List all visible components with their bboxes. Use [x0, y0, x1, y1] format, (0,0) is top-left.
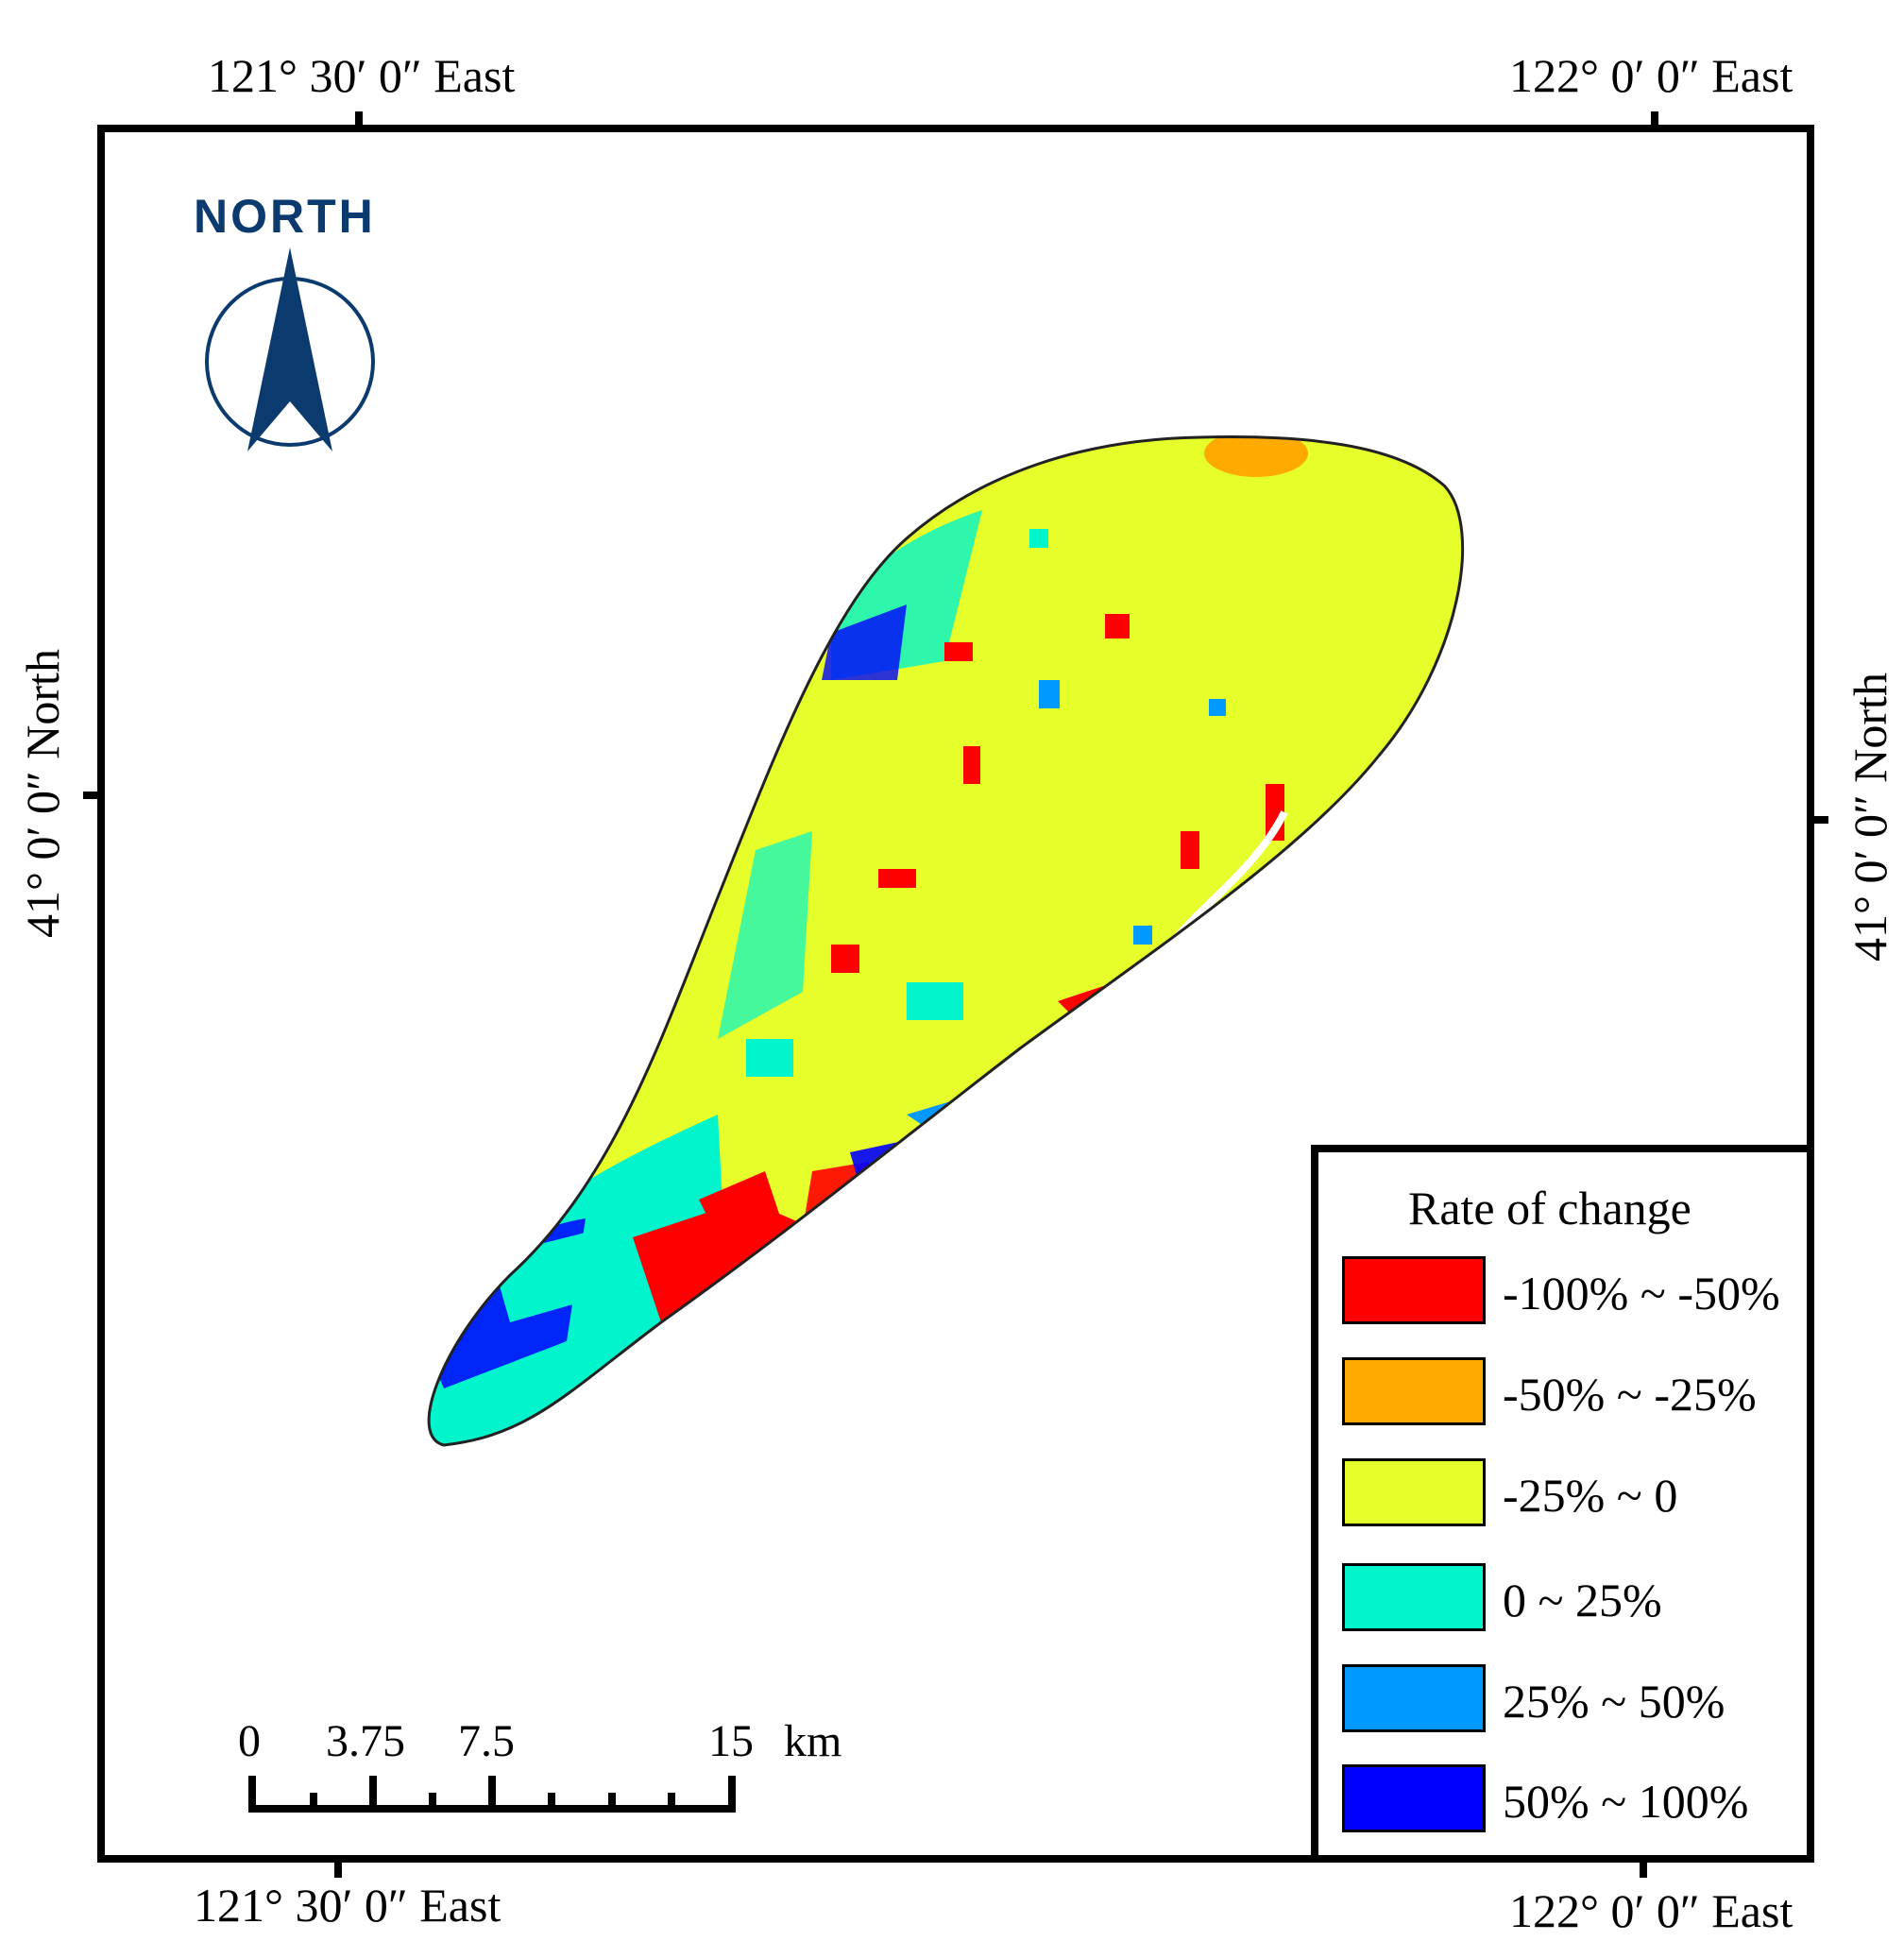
legend-label: 0 ~ 25% [1503, 1574, 1662, 1626]
legend-item: 25% ~ 50% [1342, 1664, 1814, 1736]
scale-label-15: 15 [708, 1716, 754, 1766]
legend-item: -25% ~ 0 [1342, 1458, 1814, 1530]
frame-ticks [83, 111, 1828, 1878]
top-right-longitude-label: 122° 0′ 0″ East [1509, 49, 1794, 102]
legend-label: -25% ~ 0 [1503, 1469, 1678, 1522]
scale-label-7-5: 7.5 [458, 1716, 515, 1766]
legend-label: -50% ~ -25% [1503, 1368, 1757, 1421]
legend-label: -100% ~ -50% [1503, 1267, 1780, 1320]
scale-label-0: 0 [238, 1716, 261, 1766]
legend-swatch [1342, 1764, 1486, 1832]
region-outline [427, 435, 1465, 1447]
legend-swatch [1342, 1256, 1486, 1324]
legend-swatch [1342, 1458, 1486, 1526]
scale-bar [248, 1776, 736, 1813]
legend-swatch [1342, 1357, 1486, 1425]
north-label: NORTH [194, 190, 376, 243]
legend-label: 50% ~ 100% [1503, 1775, 1749, 1828]
legend-label: 25% ~ 50% [1503, 1675, 1726, 1728]
bottom-left-longitude-label: 121° 30′ 0″ East [194, 1879, 502, 1932]
legend-swatch [1342, 1664, 1486, 1732]
legend-item: 50% ~ 100% [1342, 1764, 1814, 1836]
scale-unit: km [784, 1716, 842, 1766]
scale-label-3-75: 3.75 [326, 1716, 405, 1766]
legend-title: Rate of change [1408, 1182, 1692, 1234]
legend-item: -100% ~ -50% [1342, 1256, 1814, 1328]
legend-swatch [1342, 1563, 1486, 1631]
legend: Rate of change -100% ~ -50% -50% ~ -25% … [1311, 1145, 1814, 1863]
top-left-longitude-label: 121° 30′ 0″ East [208, 49, 516, 102]
legend-item: -50% ~ -25% [1342, 1357, 1814, 1429]
bottom-right-longitude-label: 122° 0′ 0″ East [1509, 1884, 1794, 1937]
legend-item: 0 ~ 25% [1342, 1563, 1814, 1635]
north-arrow-icon [205, 247, 375, 451]
